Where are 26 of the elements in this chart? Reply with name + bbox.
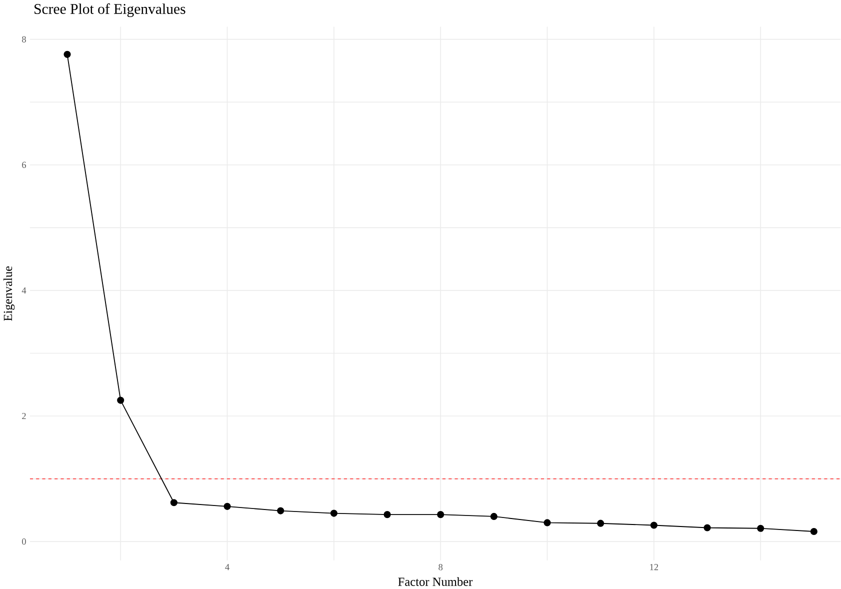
x-tick-label: 12 bbox=[650, 564, 658, 570]
point bbox=[437, 510, 444, 518]
chart-title: Scree Plot of Eigenvalues bbox=[34, 3, 186, 17]
point bbox=[490, 512, 498, 520]
y-axis-title: Eigenvalue bbox=[3, 266, 15, 321]
point bbox=[650, 522, 658, 529]
x-tick-label: 8 bbox=[438, 564, 443, 570]
x-tick-label: 4 bbox=[225, 564, 230, 570]
point bbox=[757, 524, 764, 532]
point bbox=[224, 502, 231, 510]
point bbox=[810, 528, 818, 535]
x-axis-title: Factor Number bbox=[398, 577, 473, 586]
y-tick-label: 4 bbox=[22, 287, 26, 294]
point bbox=[597, 520, 604, 527]
point bbox=[544, 518, 551, 526]
y-tick-label: 0 bbox=[22, 538, 26, 544]
y-tick-label: 8 bbox=[22, 36, 26, 42]
point bbox=[704, 524, 711, 532]
y-tick-label: 2 bbox=[22, 412, 26, 419]
point bbox=[330, 510, 338, 517]
point bbox=[117, 396, 124, 404]
y-tick-label: 6 bbox=[22, 162, 26, 168]
point bbox=[64, 50, 71, 58]
point bbox=[384, 510, 391, 518]
point bbox=[170, 498, 178, 506]
point bbox=[277, 507, 284, 514]
